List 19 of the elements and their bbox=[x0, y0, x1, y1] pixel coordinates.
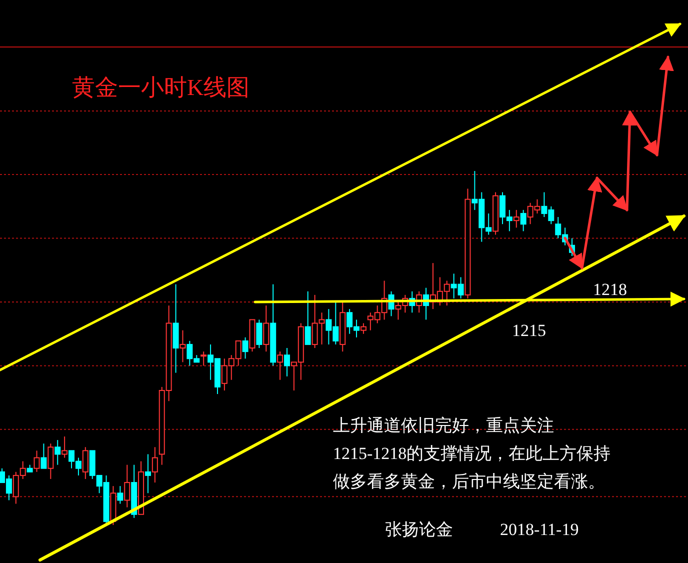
candlestick bbox=[144, 454, 151, 494]
annotation: 上升通道依旧完好，重点关注 bbox=[333, 416, 554, 435]
candlestick bbox=[152, 446, 158, 484]
candlestick bbox=[284, 348, 290, 377]
candlestick bbox=[180, 330, 186, 363]
annotation: 2018-11-19 bbox=[500, 520, 579, 539]
annotation: 做多看多黄金，后市中线坚定看涨。 bbox=[333, 472, 605, 491]
candlestick bbox=[117, 486, 124, 504]
annotation: 张扬论金 bbox=[385, 520, 453, 539]
candlestick bbox=[172, 284, 179, 374]
annotation: 1215-1218的支撑情况，在此上方保持 bbox=[333, 444, 611, 463]
candlestick bbox=[124, 464, 130, 508]
text: 1218 bbox=[593, 280, 627, 299]
candlestick bbox=[263, 305, 270, 352]
candlestick bbox=[340, 301, 346, 352]
annotation: 1215 bbox=[512, 321, 546, 340]
candlestick bbox=[54, 440, 61, 466]
candlestick bbox=[513, 209, 520, 228]
chart-title: 黄金一小时K线图 bbox=[72, 75, 250, 100]
